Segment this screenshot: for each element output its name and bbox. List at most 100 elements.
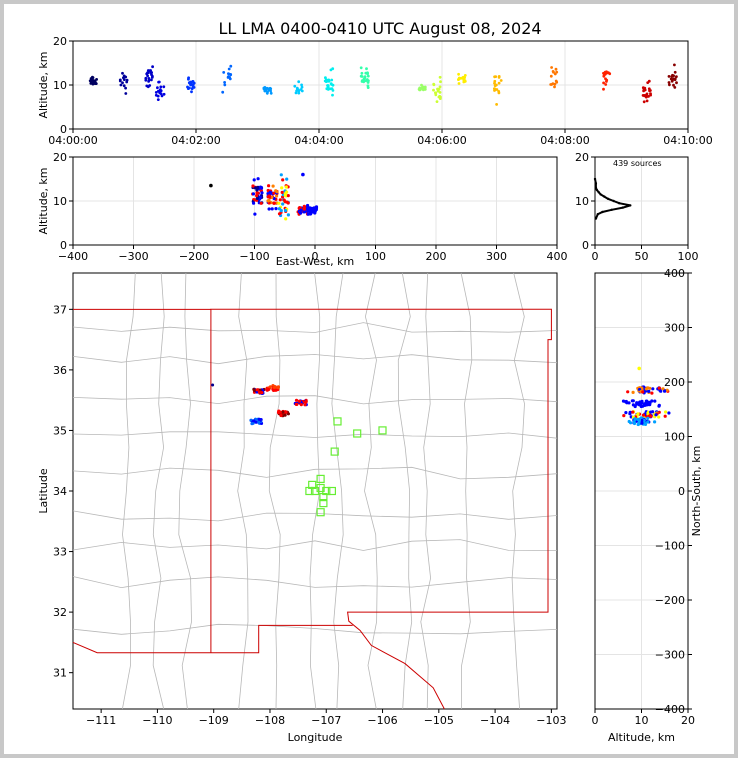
time-height-point bbox=[667, 75, 671, 78]
time-height-point bbox=[367, 79, 370, 83]
altitude-histogram-point bbox=[596, 213, 599, 216]
lma-station-marker bbox=[316, 508, 325, 517]
county-boundary bbox=[331, 272, 344, 710]
lma-station-marker bbox=[319, 493, 328, 502]
plan_view-xtick-label: −109 bbox=[199, 714, 229, 727]
time-height-point bbox=[365, 67, 368, 71]
county-boundary bbox=[178, 272, 192, 710]
ew-point bbox=[260, 191, 264, 195]
altitude_ns-xtick-label: 20 bbox=[681, 714, 695, 727]
time-height-point bbox=[673, 77, 677, 81]
time-height-point bbox=[299, 88, 303, 91]
ew-point bbox=[281, 202, 285, 206]
time_height-xtick-label: 04:00:00 bbox=[48, 134, 97, 147]
plan_view-xtick-label: −110 bbox=[142, 714, 172, 727]
plan-source-point bbox=[279, 413, 283, 418]
time-height-point bbox=[497, 91, 501, 95]
ew-xlabel: East-West, km bbox=[276, 255, 354, 268]
county-boundary bbox=[72, 354, 558, 365]
time-height-point bbox=[667, 81, 671, 84]
time-height-point bbox=[438, 94, 442, 98]
plan-source-point bbox=[260, 391, 264, 395]
time-height-point bbox=[118, 78, 122, 82]
ew-point bbox=[279, 209, 283, 213]
time-height-point bbox=[93, 81, 97, 85]
plan-source-point bbox=[304, 400, 308, 404]
county-boundary bbox=[397, 272, 413, 710]
time_height-xtick-label: 04:08:00 bbox=[540, 134, 589, 147]
time-height-point bbox=[121, 71, 124, 75]
ns-point bbox=[653, 420, 657, 424]
lma-station-marker bbox=[333, 417, 342, 426]
time-height-point bbox=[269, 91, 273, 95]
ew-point bbox=[253, 212, 257, 216]
plan_view-ytick-label: 33 bbox=[53, 546, 67, 559]
altitude_ns-ytick-label: 200 bbox=[664, 376, 685, 389]
time-height-point bbox=[223, 83, 227, 87]
ew-ylabel: Altitude, km bbox=[37, 167, 50, 234]
ew_altitude-ytick-label: 20 bbox=[53, 151, 67, 164]
ew_altitude-xtick-label: 100 bbox=[365, 250, 386, 263]
altitude-histogram-point bbox=[621, 206, 625, 209]
time-height-point bbox=[675, 75, 678, 78]
time-height-point bbox=[91, 82, 95, 86]
ns-point bbox=[633, 417, 637, 421]
plan_view-xtick-label: −105 bbox=[424, 714, 454, 727]
time-height-point bbox=[551, 70, 555, 73]
county-boundary bbox=[72, 322, 558, 333]
ew-outlier-point bbox=[209, 183, 213, 188]
plan-xlabel: Longitude bbox=[288, 731, 343, 744]
time-height-point bbox=[227, 67, 231, 71]
time-height-point bbox=[641, 86, 645, 90]
county-boundary bbox=[420, 272, 432, 710]
plan-source-point bbox=[274, 388, 278, 392]
time-height-point bbox=[146, 85, 150, 89]
ew-point bbox=[286, 194, 290, 198]
ns-point bbox=[646, 416, 650, 420]
time-height-point bbox=[602, 87, 605, 91]
ns-point bbox=[640, 421, 644, 425]
time-height-point bbox=[463, 76, 466, 79]
ew-point bbox=[299, 211, 303, 215]
time-height-point bbox=[162, 92, 166, 96]
time-height-point bbox=[673, 63, 676, 67]
altitude_ns-ytick-label: −300 bbox=[655, 649, 685, 662]
time-height-point bbox=[150, 71, 154, 74]
time-height-point bbox=[151, 65, 155, 69]
time_height-xtick-label: 04:04:00 bbox=[294, 134, 343, 147]
plan_view-xtick-label: −103 bbox=[536, 714, 566, 727]
ns-point bbox=[664, 410, 668, 414]
ew-point bbox=[258, 195, 262, 199]
time-height-point bbox=[463, 74, 467, 77]
time-height-point bbox=[423, 86, 427, 90]
ns-point bbox=[641, 413, 646, 417]
ns-point bbox=[640, 399, 644, 403]
time-height-point bbox=[229, 64, 233, 68]
ew-point bbox=[270, 207, 274, 211]
plan-source-point bbox=[294, 398, 299, 402]
ns-xlabel: Altitude, km bbox=[608, 731, 675, 744]
altitude-histogram-line bbox=[594, 178, 631, 219]
ew-point bbox=[275, 194, 279, 198]
plan_view-xtick-label: −107 bbox=[311, 714, 341, 727]
time-height-point bbox=[122, 84, 126, 88]
ew_altitude-ytick-label: 0 bbox=[60, 239, 67, 252]
time-height-point bbox=[297, 80, 301, 84]
time-height-point bbox=[434, 91, 438, 95]
plan-source-point bbox=[283, 413, 287, 417]
plan-source-point bbox=[294, 402, 298, 406]
ns-point bbox=[650, 391, 654, 395]
ew_altitude-xtick-label: 200 bbox=[426, 250, 447, 263]
ew-point bbox=[275, 190, 279, 194]
time-height-point bbox=[671, 73, 674, 77]
ns-point bbox=[651, 387, 655, 391]
ns-point bbox=[637, 418, 642, 422]
ns-point bbox=[626, 390, 630, 394]
time-height-point bbox=[328, 87, 332, 91]
time-height-point bbox=[550, 66, 553, 69]
ew-point bbox=[280, 190, 284, 194]
altitude_ns-ytick-label: 300 bbox=[664, 322, 685, 335]
altitude-histogram-point bbox=[594, 186, 598, 189]
time-height-point bbox=[150, 76, 154, 79]
county-boundary bbox=[72, 510, 558, 522]
